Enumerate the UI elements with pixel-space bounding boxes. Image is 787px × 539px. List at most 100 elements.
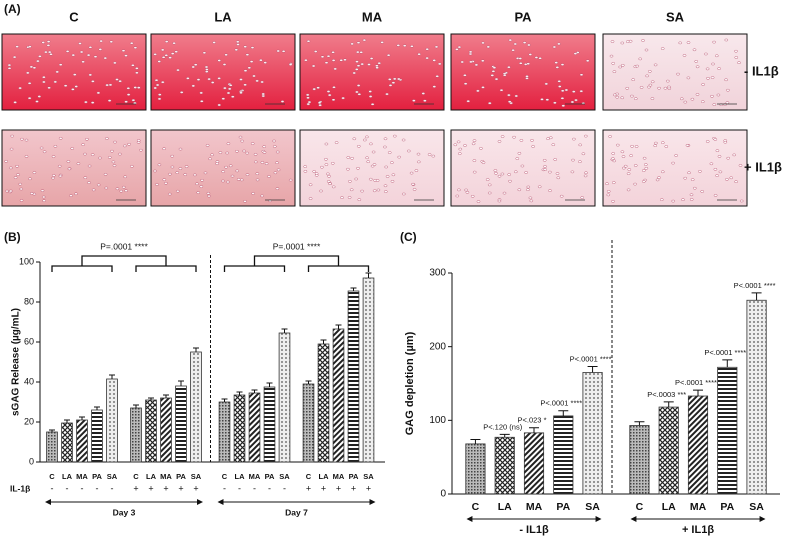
x-tick-label: LA <box>235 472 246 481</box>
histology-image <box>602 129 748 207</box>
cell <box>660 198 664 201</box>
cell <box>53 144 58 148</box>
cell <box>526 185 531 189</box>
cell <box>553 101 557 105</box>
cell <box>704 52 708 56</box>
cell <box>606 190 611 193</box>
cell <box>391 81 396 84</box>
cell <box>176 68 180 72</box>
error-bar <box>587 366 598 373</box>
cell <box>685 143 690 147</box>
cell <box>199 185 204 188</box>
cell <box>202 51 207 55</box>
cell <box>260 161 265 164</box>
cell <box>453 143 458 147</box>
cell <box>463 144 467 147</box>
cell <box>526 188 530 191</box>
cell <box>326 54 331 58</box>
cell <box>236 178 241 181</box>
cell <box>252 74 256 78</box>
cell <box>51 155 56 158</box>
cell <box>259 58 263 62</box>
cell <box>701 83 705 86</box>
cell <box>686 41 691 44</box>
cell <box>507 93 511 97</box>
y-tick-label: 80 <box>24 296 34 306</box>
cell <box>534 56 539 59</box>
cell <box>304 58 308 62</box>
cell <box>605 182 609 185</box>
cell <box>517 151 522 155</box>
cell <box>320 55 325 59</box>
cell <box>312 87 317 91</box>
cell <box>93 55 98 59</box>
cell <box>492 66 497 69</box>
cell <box>170 165 175 169</box>
cell <box>667 85 671 89</box>
cell <box>369 57 374 60</box>
cell <box>502 73 507 77</box>
cell <box>112 164 117 167</box>
cell <box>239 78 243 81</box>
cell <box>713 138 718 141</box>
cell <box>653 144 658 147</box>
error-bar <box>133 404 139 408</box>
cell <box>544 82 549 86</box>
x-tick-label: MA <box>690 501 707 513</box>
x-tick-label: C <box>306 472 312 481</box>
cell <box>261 92 266 96</box>
cell <box>416 160 421 164</box>
histology-image <box>1 129 147 207</box>
cell <box>481 161 486 164</box>
error-bar <box>49 429 55 432</box>
cell <box>654 141 658 145</box>
cell <box>124 189 128 192</box>
cell <box>36 59 40 63</box>
cell <box>580 196 585 199</box>
cell <box>357 93 362 96</box>
cell <box>129 41 134 45</box>
cell <box>365 135 369 139</box>
error-bar <box>722 359 733 368</box>
cell <box>204 70 209 73</box>
cell <box>249 60 254 63</box>
cell <box>312 170 317 173</box>
cell <box>58 174 63 178</box>
il1b-sign: - <box>111 483 114 493</box>
il1b-sign: - <box>283 483 286 493</box>
cell <box>372 189 377 193</box>
cell <box>228 84 233 87</box>
cell <box>629 154 633 157</box>
cell <box>647 85 651 89</box>
cell <box>225 151 229 155</box>
cell <box>631 78 636 81</box>
cell <box>608 135 612 138</box>
cell <box>170 154 174 158</box>
cell <box>356 84 361 87</box>
cell <box>432 59 437 62</box>
cell <box>115 78 119 81</box>
cell <box>346 156 351 159</box>
cell <box>87 181 91 184</box>
cell <box>644 166 649 170</box>
cell <box>487 191 492 195</box>
cell <box>574 98 578 102</box>
panel-label: (C) <box>400 230 417 244</box>
cell <box>700 190 705 193</box>
x-tick-label: C <box>49 472 55 481</box>
cell <box>74 192 78 196</box>
cell <box>25 71 30 75</box>
cell <box>29 65 34 69</box>
cell <box>611 152 616 155</box>
cell <box>168 172 172 176</box>
cell <box>5 189 9 193</box>
cell <box>208 157 212 161</box>
cell <box>175 171 179 174</box>
cell <box>425 47 430 51</box>
cell <box>226 180 230 184</box>
cell <box>642 180 646 183</box>
panel-label: (A) <box>4 2 21 16</box>
cell <box>276 49 281 53</box>
cell <box>276 168 281 172</box>
cell <box>221 170 225 173</box>
